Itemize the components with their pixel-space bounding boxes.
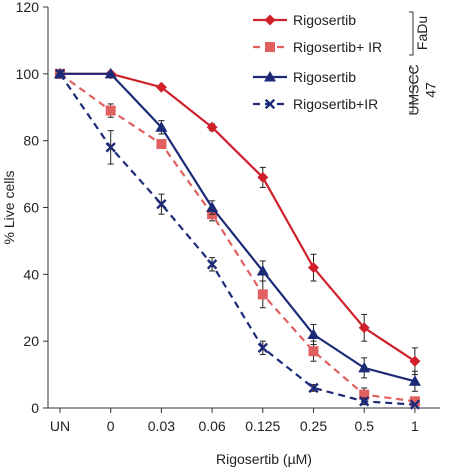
plot-area: [54, 67, 421, 410]
group-label-text: UMSCC: [406, 64, 422, 115]
y-ticks: 0 20 40 60 80 100 120: [16, 0, 48, 416]
square-marker: [359, 389, 370, 400]
group-label-1: FaDu: [409, 11, 430, 56]
group-bracket: [409, 67, 414, 113]
y-tick-label: 40: [23, 266, 39, 282]
diamond-marker: [206, 121, 218, 133]
y-tick-label: 0: [31, 400, 39, 416]
x-tick-label: 0: [107, 418, 115, 434]
square-marker: [105, 105, 116, 116]
x-tick-label: UN: [50, 418, 70, 434]
diamond-marker: [308, 262, 319, 274]
x-axis-title: Rigosertib (µM): [216, 451, 312, 467]
square-marker: [265, 42, 275, 52]
y-tick-label: 20: [23, 333, 39, 349]
square-marker: [257, 289, 268, 300]
diamond-marker: [409, 355, 421, 367]
series-3: [54, 67, 421, 392]
square-marker: [308, 346, 319, 357]
triangle-marker: [408, 375, 421, 386]
legend-item-1: Rigosertib: [253, 12, 356, 28]
y-tick-label: 120: [16, 0, 40, 15]
x-tick-label: 0.03: [148, 418, 175, 434]
triangle-marker: [256, 264, 269, 276]
y-tick-label: 80: [23, 133, 39, 149]
x-marker: [156, 199, 167, 210]
x-marker: [105, 142, 116, 153]
x-tick-label: 0.06: [198, 418, 225, 434]
y-axis-title: % Live cells: [1, 171, 17, 245]
triangle-marker: [307, 328, 320, 339]
series-line: [59, 72, 416, 403]
triangle-marker: [358, 361, 371, 373]
series-line: [60, 72, 416, 363]
legend-item-4: Rigosertib+IR: [253, 96, 378, 112]
x-tick-label: 1: [411, 418, 419, 434]
group-label-text: 47: [423, 82, 439, 98]
axes: 0 20 40 60 80 100 120 UN 0 0.03 0.06 0.125 0.25 0.5 1: [16, 0, 440, 434]
square-marker: [409, 396, 420, 407]
legend-label: Rigosertib: [293, 69, 356, 85]
x-marker: [206, 259, 218, 270]
series-line: [60, 72, 416, 383]
triangle-marker: [264, 71, 276, 82]
x-marker: [264, 98, 276, 110]
y-tick-label: 100: [16, 66, 40, 82]
square-marker: [156, 139, 167, 150]
legend-item-3: Rigosertib: [253, 69, 356, 85]
x-ticks: UN 0 0.03 0.06 0.125 0.25 0.5 1: [50, 408, 419, 434]
legend: Rigosertib Rigosertib+ IR Rigosertib Rigose…: [253, 11, 439, 116]
x-tick-label: 0.5: [354, 418, 374, 434]
legend-label: Rigosertib+ IR: [293, 39, 382, 55]
series-line: [59, 73, 415, 406]
group-label-text: FaDu: [414, 16, 430, 50]
y-tick-label: 60: [23, 200, 39, 216]
triangle-marker: [206, 201, 219, 212]
x-marker: [359, 396, 370, 407]
diamond-marker: [155, 81, 167, 93]
legend-label: Rigosertib+IR: [293, 96, 378, 112]
diamond-marker: [257, 171, 269, 183]
legend-label: Rigosertib: [293, 12, 356, 28]
legend-item-2: Rigosertib+ IR: [253, 39, 382, 55]
x-marker: [409, 399, 421, 410]
series-4: [54, 68, 421, 410]
x-tick-label: 0.125: [245, 418, 280, 434]
triangle-marker: [104, 67, 117, 79]
diamond-marker: [358, 322, 370, 334]
triangle-marker: [155, 121, 168, 132]
group-bracket: [409, 11, 414, 56]
group-label-2: UMSCC 47: [406, 64, 439, 115]
x-marker: [54, 68, 66, 79]
diamond-marker: [264, 14, 276, 26]
x-marker: [257, 342, 268, 353]
x-marker: [308, 382, 319, 394]
x-tick-label: 0.25: [300, 418, 327, 434]
